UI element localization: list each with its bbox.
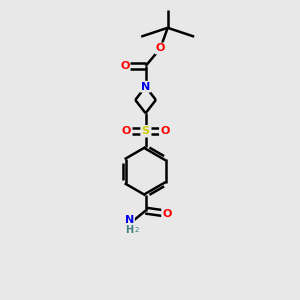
Text: O: O: [156, 44, 165, 53]
Text: 2: 2: [135, 227, 139, 233]
Text: O: O: [122, 126, 131, 136]
Text: S: S: [142, 126, 150, 136]
Text: O: O: [160, 126, 169, 136]
Text: N: N: [141, 82, 150, 92]
Text: O: O: [120, 61, 130, 71]
Text: N: N: [125, 215, 134, 225]
Text: O: O: [162, 208, 172, 219]
Text: H: H: [125, 225, 134, 235]
